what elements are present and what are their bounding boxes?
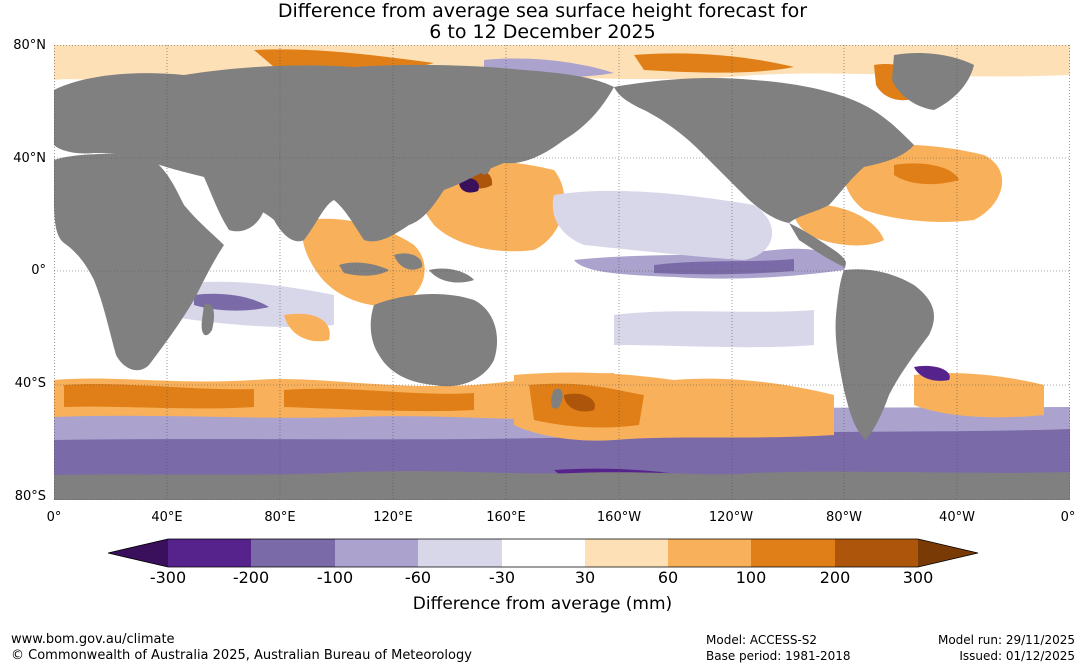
colorbar-outline — [108, 538, 979, 568]
colorbar-tick: -30 — [488, 568, 516, 587]
world-map — [54, 45, 1070, 500]
new-zealand — [551, 388, 563, 409]
lon-label-80e: 80°E — [264, 510, 296, 525]
colorbar-segment-minus200-minus100 — [251, 539, 335, 567]
colorbar-tick: 100 — [735, 568, 767, 587]
central-america — [789, 223, 846, 267]
colorbar-tick: -60 — [404, 568, 432, 587]
southern-orange-patch-atlantic — [914, 373, 1044, 418]
colorbar-segment-30-60 — [585, 539, 668, 567]
eurasia — [54, 64, 614, 242]
borneo — [394, 253, 423, 270]
colorbar-tick: 60 — [657, 568, 679, 587]
south-pacific-lilac — [614, 310, 814, 348]
southern-orange-band-west — [64, 384, 254, 409]
colorbar — [108, 538, 979, 568]
north-atlantic-deep-orange — [894, 163, 959, 185]
lon-label-0-east: 0° — [1060, 510, 1076, 525]
colorbar-tick: 30 — [574, 568, 596, 587]
colorbar-segment-60-100 — [668, 539, 751, 567]
greenland — [892, 53, 974, 110]
footer-url[interactable]: www.bom.gov.au/climate — [11, 632, 175, 647]
south-america — [835, 269, 934, 440]
beaufort-orange — [634, 53, 794, 73]
colorbar-tick: -200 — [232, 568, 270, 587]
colorbar-segment-minus300-minus200 — [168, 539, 251, 567]
colorbar-tick: 200 — [819, 568, 851, 587]
lon-label-160e: 160°E — [486, 510, 526, 525]
antarctica — [54, 471, 1070, 500]
lon-label-40w: 40°W — [939, 510, 975, 525]
equatorial-pacific-core — [654, 259, 794, 275]
lon-label-120e: 120°E — [373, 510, 413, 525]
arabia — [204, 177, 264, 232]
australia — [370, 293, 498, 387]
madagascar — [201, 303, 215, 336]
southern-brown-patch — [564, 393, 595, 412]
lon-label-120w: 120°W — [708, 510, 754, 525]
indian-ocean-orange — [284, 313, 330, 342]
footer-issued: Issued: 01/12/2025 — [959, 649, 1075, 663]
colorbar-segment-200-300 — [835, 539, 918, 567]
lat-label-40n: 40°N — [13, 151, 46, 166]
new-guinea — [429, 268, 474, 283]
colorbar-segment-below-minus300 — [108, 539, 168, 567]
lat-label-80n: 80°N — [13, 38, 46, 53]
colorbar-tick: -100 — [316, 568, 354, 587]
footer-model-run: Model run: 29/11/2025 — [937, 633, 1075, 647]
gulf-orange — [793, 204, 884, 246]
southern-orange-band-central — [284, 388, 474, 412]
footer-copyright: © Commonwealth of Australia 2025, Austra… — [11, 648, 472, 663]
lat-label-80s: 80°S — [14, 489, 46, 504]
footer-model: Model: ACCESS-S2 — [706, 633, 818, 647]
colorbar-tick: 300 — [902, 568, 934, 587]
footer-base-period: Base period: 1981-2018 — [706, 649, 851, 663]
southern-purple-patch-atlantic — [914, 365, 950, 381]
graticule — [54, 45, 1070, 500]
north-america — [614, 77, 914, 223]
indian-ocean-purple — [194, 293, 269, 311]
colorbar-segment-100-200 — [751, 539, 835, 567]
sumatra-java — [339, 262, 389, 276]
colorbar-segment-minus60-minus30 — [418, 539, 502, 567]
lon-label-160w: 160°W — [596, 510, 642, 525]
lat-label-40s: 40°S — [14, 376, 46, 391]
land-masses — [54, 53, 1070, 500]
north-pacific-lilac — [552, 190, 773, 260]
africa — [54, 153, 224, 371]
colorbar-segment-minus30-30 — [502, 539, 585, 567]
lat-label-equator: 0° — [31, 263, 46, 278]
japan — [478, 153, 492, 175]
colorbar-label: Difference from average (mm) — [412, 594, 673, 614]
map-title-line1: Difference from average sea surface heig… — [277, 0, 808, 22]
lon-label-0: 0° — [46, 510, 62, 525]
lon-label-40e: 40°E — [151, 510, 183, 525]
colorbar-tick: -300 — [149, 568, 187, 587]
lon-label-80w: 80°W — [826, 510, 862, 525]
colorbar-segment-above-300 — [918, 539, 978, 567]
colorbar-segment-minus100-minus60 — [335, 539, 418, 567]
kuroshio-eddy — [458, 178, 479, 193]
map-title-line2: 6 to 12 December 2025 — [429, 21, 656, 43]
maritime-continent-orange — [302, 218, 425, 306]
